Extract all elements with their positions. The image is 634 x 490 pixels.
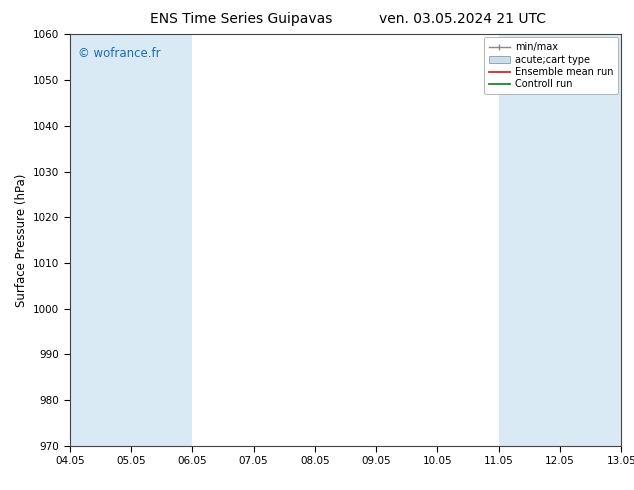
Bar	[499, 34, 621, 446]
Text: ENS Time Series Guipavas: ENS Time Series Guipavas	[150, 12, 332, 26]
Legend: min/max, acute;cart type, Ensemble mean run, Controll run: min/max, acute;cart type, Ensemble mean …	[484, 37, 618, 94]
Text: ven. 03.05.2024 21 UTC: ven. 03.05.2024 21 UTC	[379, 12, 547, 26]
Text: © wofrance.fr: © wofrance.fr	[78, 47, 160, 60]
Y-axis label: Surface Pressure (hPa): Surface Pressure (hPa)	[15, 173, 27, 307]
Bar	[70, 34, 192, 446]
